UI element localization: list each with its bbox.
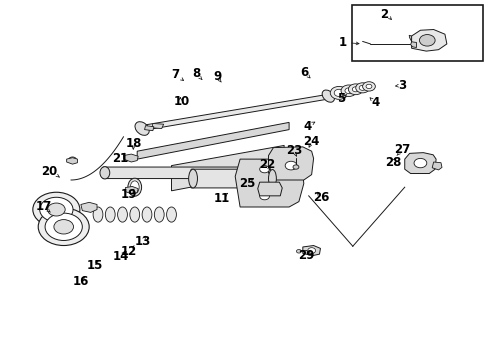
Text: 23: 23 [286, 144, 302, 157]
Circle shape [48, 203, 65, 216]
Polygon shape [67, 158, 77, 164]
Polygon shape [303, 246, 320, 256]
Polygon shape [405, 153, 436, 174]
Circle shape [359, 85, 366, 90]
Text: 4: 4 [371, 96, 379, 109]
Text: 24: 24 [303, 135, 320, 148]
Text: 10: 10 [173, 95, 190, 108]
Circle shape [352, 87, 359, 92]
Text: 29: 29 [298, 249, 315, 262]
Text: 15: 15 [87, 259, 103, 272]
Polygon shape [172, 145, 284, 191]
Circle shape [69, 157, 76, 163]
Bar [352, 5, 483, 61]
Polygon shape [137, 122, 289, 159]
Text: 13: 13 [135, 235, 151, 248]
Circle shape [260, 166, 270, 173]
Circle shape [285, 161, 297, 170]
Ellipse shape [135, 122, 149, 135]
Circle shape [341, 85, 357, 96]
Text: 28: 28 [385, 156, 401, 169]
Circle shape [260, 193, 270, 200]
Polygon shape [125, 186, 138, 194]
Polygon shape [411, 42, 416, 48]
Polygon shape [191, 169, 277, 188]
Circle shape [345, 88, 353, 94]
Text: 6: 6 [301, 66, 309, 78]
Circle shape [334, 89, 344, 96]
Circle shape [40, 197, 73, 222]
Text: 22: 22 [259, 158, 275, 171]
Text: 4: 4 [304, 120, 312, 133]
Circle shape [54, 220, 74, 234]
Polygon shape [81, 202, 97, 212]
Circle shape [419, 35, 435, 46]
Polygon shape [235, 159, 304, 207]
Circle shape [330, 86, 348, 99]
Ellipse shape [322, 90, 335, 102]
Ellipse shape [154, 207, 164, 222]
Circle shape [356, 83, 369, 93]
Polygon shape [432, 162, 442, 170]
Text: 25: 25 [239, 177, 256, 190]
Ellipse shape [105, 207, 115, 222]
Ellipse shape [128, 178, 142, 196]
Circle shape [348, 84, 363, 95]
Polygon shape [123, 154, 138, 162]
Text: 27: 27 [393, 143, 410, 156]
Circle shape [363, 82, 375, 91]
Circle shape [33, 192, 80, 227]
Circle shape [308, 248, 316, 253]
Circle shape [366, 84, 372, 89]
Text: 17: 17 [36, 200, 52, 213]
Text: 18: 18 [126, 137, 143, 150]
Ellipse shape [130, 207, 140, 222]
Ellipse shape [93, 207, 103, 222]
Text: 20: 20 [41, 165, 57, 178]
Text: 5: 5 [338, 92, 345, 105]
Polygon shape [152, 123, 164, 129]
Text: 7: 7 [172, 68, 179, 81]
Text: 9: 9 [213, 70, 221, 83]
Text: 8: 8 [192, 67, 200, 80]
Text: 19: 19 [121, 188, 138, 201]
Circle shape [296, 249, 301, 253]
Text: 12: 12 [120, 245, 137, 258]
Polygon shape [145, 126, 154, 131]
Text: 14: 14 [112, 250, 129, 263]
Text: 1: 1 [339, 36, 347, 49]
Polygon shape [103, 167, 250, 179]
Ellipse shape [189, 169, 197, 188]
Circle shape [414, 158, 427, 168]
Circle shape [293, 165, 299, 169]
Ellipse shape [130, 181, 139, 194]
Text: 21: 21 [112, 152, 129, 165]
Ellipse shape [167, 207, 176, 222]
Circle shape [38, 208, 89, 246]
Polygon shape [269, 147, 314, 180]
Polygon shape [412, 30, 447, 51]
Ellipse shape [142, 207, 152, 222]
Text: 3: 3 [398, 79, 406, 92]
Polygon shape [139, 94, 332, 131]
Text: 16: 16 [73, 275, 90, 288]
Text: 11: 11 [213, 192, 230, 205]
Polygon shape [409, 35, 412, 41]
Ellipse shape [100, 167, 110, 179]
Text: 26: 26 [313, 191, 330, 204]
Ellipse shape [118, 207, 127, 222]
Ellipse shape [269, 170, 276, 188]
Polygon shape [258, 182, 282, 196]
Circle shape [45, 213, 82, 240]
Text: 2: 2 [380, 8, 388, 21]
